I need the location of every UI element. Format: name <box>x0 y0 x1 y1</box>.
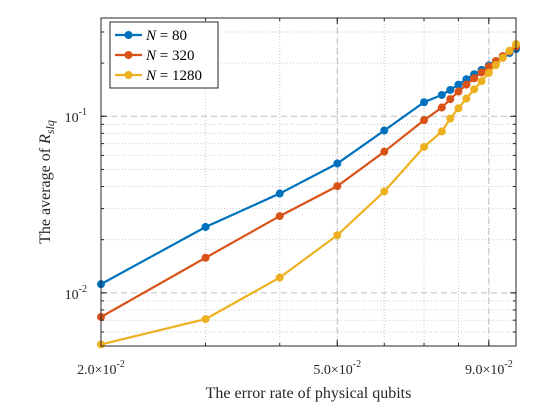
data-point <box>484 68 493 77</box>
data-point <box>484 62 493 71</box>
data-point <box>201 315 210 324</box>
data-point <box>470 74 479 83</box>
data-point <box>333 159 342 168</box>
axis-ticks: 2.0×10-2 5.0×10-2 9.0×10-2 10-2 10-1 <box>65 18 516 378</box>
x-tick-label: 9.0×10-2 <box>465 359 513 378</box>
data-point <box>275 189 284 198</box>
y-axis-label-prefix: The average of <box>37 144 54 244</box>
x-tick-label: 2.0×10-2 <box>77 359 125 378</box>
data-point <box>454 80 463 89</box>
y-tick-label: 10-2 <box>65 284 87 303</box>
data-point <box>380 126 389 135</box>
legend-item: N = 80 <box>115 28 187 44</box>
y-axis-label-var: R <box>37 134 54 145</box>
y-axis-label: The average of Rslq <box>37 120 57 244</box>
data-point <box>420 142 429 151</box>
y-axis-label-sub: slq <box>43 120 57 134</box>
data-point <box>420 116 429 125</box>
data-point <box>477 77 486 86</box>
data-point <box>437 90 446 99</box>
legend-label: N = 320 <box>145 48 194 64</box>
legend-label: N = 1280 <box>145 68 202 84</box>
data-point <box>333 182 342 191</box>
data-point <box>446 85 455 94</box>
data-point <box>454 87 463 96</box>
data-point <box>380 187 389 196</box>
data-point <box>498 53 507 62</box>
legend-marker <box>124 51 133 59</box>
legend-label: N = 80 <box>145 28 187 44</box>
data-point <box>505 46 514 55</box>
legend-item: N = 320 <box>115 48 194 64</box>
data-point <box>446 95 455 104</box>
data-point <box>275 273 284 282</box>
legend-item: N = 1280 <box>115 68 202 84</box>
data-point <box>470 85 479 94</box>
data-point <box>201 253 210 262</box>
x-axis-label: The error rate of physical qubits <box>206 385 412 402</box>
data-point <box>275 212 284 221</box>
data-point <box>437 103 446 112</box>
data-point <box>462 94 471 103</box>
data-point <box>437 127 446 136</box>
data-point <box>420 98 429 107</box>
plot-frame <box>100 17 517 347</box>
data-point <box>462 80 471 89</box>
data-point <box>491 61 500 70</box>
data-point <box>446 114 455 123</box>
data-point <box>333 231 342 240</box>
data-point <box>201 222 210 231</box>
legend-marker <box>124 31 133 39</box>
data-point <box>477 68 486 77</box>
x-tick-label: 5.0×10-2 <box>313 359 361 378</box>
legend-marker <box>124 71 133 79</box>
series-layer <box>97 40 520 349</box>
data-point <box>380 147 389 156</box>
y-tick-label: 10-1 <box>65 107 87 126</box>
data-point <box>454 104 463 113</box>
legend: N = 80 N = 320 N = 1280 <box>109 21 219 89</box>
